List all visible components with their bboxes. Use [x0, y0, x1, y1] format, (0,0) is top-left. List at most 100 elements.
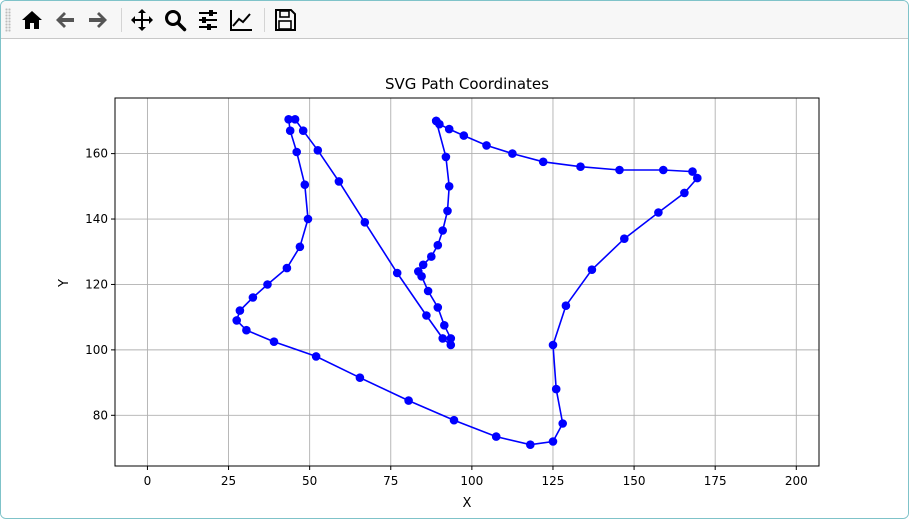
data-point [423, 286, 433, 296]
data-point [576, 162, 585, 171]
y-tick-label: 100 [85, 343, 108, 357]
data-point [558, 419, 567, 428]
save-icon [275, 8, 296, 31]
data-point [444, 182, 454, 191]
x-tick-label: 125 [542, 474, 565, 488]
data-point [285, 126, 295, 135]
data-point [404, 396, 413, 405]
back-icon [56, 11, 74, 28]
data-point [688, 167, 697, 176]
data-point [433, 303, 443, 312]
data-point [284, 115, 293, 124]
data-point [422, 311, 431, 320]
figure-canvas[interactable]: SVG Path Coordinates 0 25 50 75 100 125 150 175… [1, 39, 908, 518]
data-point [443, 206, 452, 216]
data-point [446, 334, 456, 343]
x-tick-label: 75 [383, 474, 398, 488]
edit-axis-icon [230, 9, 252, 31]
x-tick-label: 50 [302, 474, 317, 488]
y-tick-label: 140 [85, 212, 108, 226]
home-icon [22, 10, 42, 29]
grid-lines [115, 98, 819, 466]
data-point [235, 306, 245, 315]
chart-title: SVG Path Coordinates [385, 75, 549, 93]
data-point [292, 147, 302, 157]
series-line [235, 118, 699, 446]
data-point [491, 432, 501, 441]
configure-subplots-button[interactable] [193, 5, 223, 35]
configure-subplots-icon [199, 9, 217, 30]
toolbar-separator [121, 7, 122, 32]
y-tick-label: 80 [93, 408, 108, 422]
data-point [615, 165, 624, 175]
series-line-layer [235, 118, 699, 446]
data-point [431, 116, 441, 126]
data-point [561, 301, 571, 311]
data-point [444, 124, 454, 134]
data-point [303, 214, 313, 224]
data-point [441, 152, 451, 162]
zoom-icon [165, 9, 187, 31]
data-point [232, 316, 241, 325]
pan-icon [131, 8, 153, 31]
data-point [269, 337, 279, 347]
data-point [438, 226, 448, 235]
data-point [449, 415, 459, 425]
x-axis-ticks: 0 25 50 75 100 125 150 175 200 [144, 466, 808, 488]
back-button[interactable] [50, 5, 80, 35]
y-tick-label: 120 [85, 277, 108, 291]
data-point [680, 188, 689, 198]
data-point [311, 352, 321, 361]
plot-area-frame [114, 97, 820, 467]
data-point [693, 173, 702, 183]
data-point [538, 157, 548, 167]
data-point [360, 218, 370, 227]
data-point [551, 384, 561, 394]
x-tick-label: 175 [704, 474, 727, 488]
forward-icon [89, 11, 107, 28]
forward-button[interactable] [83, 5, 113, 35]
x-tick-label: 200 [785, 474, 808, 488]
x-tick-label: 100 [460, 474, 483, 488]
data-point [334, 177, 344, 186]
data-point [392, 268, 402, 278]
save-button[interactable] [270, 5, 300, 35]
y-axis-ticks: 80 100 120 140 160 [85, 147, 115, 422]
data-points [232, 115, 702, 450]
data-point [446, 340, 456, 350]
x-axis-label: X [463, 496, 472, 511]
data-point [587, 265, 597, 274]
toolbar-separator [264, 7, 265, 32]
data-point [282, 263, 292, 273]
data-point [242, 325, 251, 335]
data-point [620, 234, 629, 243]
data-point [438, 334, 448, 343]
navigation-toolbar [1, 1, 908, 39]
data-point [427, 252, 436, 261]
toolbar-grip[interactable] [5, 7, 11, 32]
data-point [290, 115, 300, 124]
data-point [313, 146, 323, 155]
zoom-button[interactable] [160, 5, 190, 35]
data-point [508, 149, 517, 158]
data-point [459, 131, 469, 140]
data-point [659, 165, 668, 175]
home-button[interactable] [17, 5, 47, 35]
data-point [295, 242, 305, 252]
data-point [418, 260, 428, 270]
x-tick-label: 0 [144, 474, 152, 488]
y-tick-label: 160 [85, 147, 108, 161]
data-point [248, 293, 258, 302]
data-point [440, 321, 449, 330]
x-tick-label: 150 [623, 474, 646, 488]
data-point [298, 126, 308, 135]
data-point [414, 267, 423, 276]
data-point [482, 141, 491, 150]
data-point [548, 437, 558, 446]
data-point [433, 240, 443, 250]
data-point [263, 280, 272, 289]
chart-svg[interactable]: SVG Path Coordinates 0 25 50 75 100 125 150 175… [1, 39, 908, 518]
pan-button[interactable] [127, 5, 157, 35]
edit-axis-button[interactable] [226, 5, 256, 35]
